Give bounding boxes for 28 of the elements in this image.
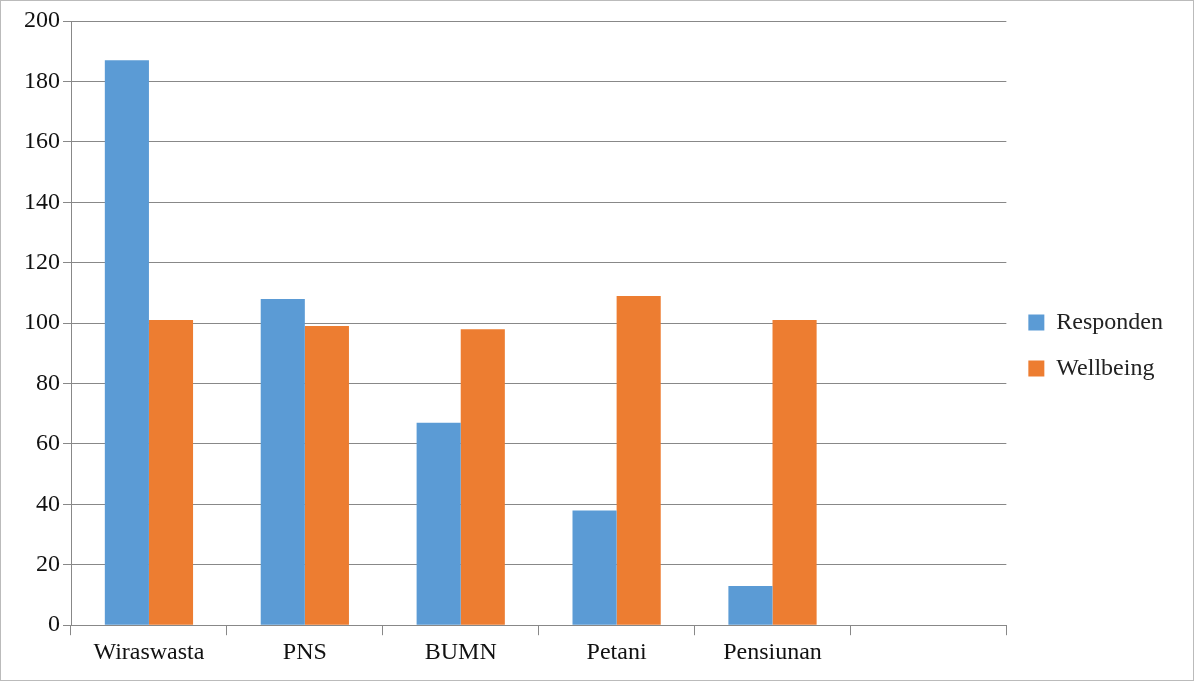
y-tick-label: 0 (48, 610, 60, 637)
y-tick-label: 20 (36, 550, 60, 577)
y-tick-label: 80 (36, 368, 60, 395)
x-tick-label: Pensiunan (723, 637, 822, 664)
legend-label: Wellbeing (1056, 353, 1155, 380)
bar (616, 295, 661, 625)
x-tick-label: Petani (586, 637, 647, 664)
x-tick-label: Wiraswasta (93, 637, 205, 664)
bar (572, 510, 617, 625)
bar (728, 585, 773, 625)
y-tick-label: 160 (24, 127, 60, 154)
y-tick-label: 40 (36, 489, 60, 516)
bar (772, 320, 817, 625)
legend-label: Responden (1056, 307, 1163, 334)
y-tick-label: 180 (24, 66, 60, 93)
bar (104, 60, 149, 625)
bar (148, 320, 194, 625)
y-tick-label: 120 (24, 247, 60, 274)
y-tick-label: 140 (24, 187, 60, 214)
x-tick-label: BUMN (424, 637, 497, 664)
y-tick-label: 200 (24, 6, 60, 33)
x-tick-label: PNS (282, 637, 327, 664)
y-tick-label: 100 (24, 308, 60, 335)
bar (304, 326, 349, 625)
bar (260, 298, 305, 625)
bar (460, 329, 505, 625)
bar (416, 422, 461, 625)
y-tick-label: 60 (36, 429, 60, 456)
